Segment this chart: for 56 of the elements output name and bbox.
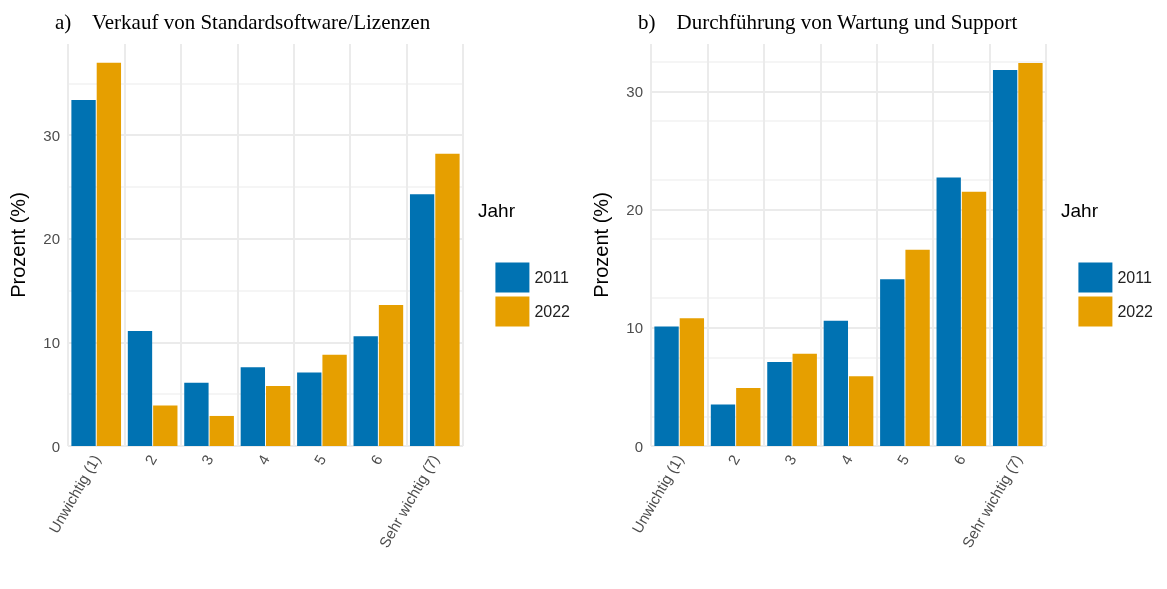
- y-tick-label: 30: [43, 126, 60, 144]
- x-tick-label: 2: [724, 451, 743, 468]
- bar: [936, 177, 961, 446]
- x-tick-label: 3: [197, 451, 217, 468]
- bar: [209, 415, 234, 446]
- x-tick-label: 5: [310, 451, 330, 468]
- y-tick-label: 0: [51, 437, 60, 455]
- y-axis-title: Prozent (%): [7, 192, 29, 298]
- bar: [240, 367, 266, 446]
- bar: [435, 153, 460, 446]
- bar: [353, 336, 378, 446]
- y-tick-label: 0: [634, 437, 643, 455]
- y-tick-label: 30: [626, 82, 643, 100]
- bar: [710, 404, 736, 446]
- bar: [71, 99, 96, 446]
- legend-title: Jahr: [478, 200, 516, 221]
- chart-title: b) Durchführung von Wartung und Support: [638, 9, 1018, 34]
- bar: [322, 354, 347, 446]
- bar: [880, 279, 905, 446]
- x-tick-label: 6: [949, 451, 969, 468]
- x-tick-label: 4: [836, 451, 856, 468]
- legend-label: 2022: [1117, 303, 1154, 320]
- x-tick-label: 2: [141, 451, 160, 468]
- bar: [127, 330, 153, 446]
- bar: [153, 405, 178, 446]
- legend-label: 2011: [1117, 269, 1152, 286]
- y-tick-label: 10: [43, 333, 60, 351]
- bar: [792, 353, 817, 446]
- chart-title: a) Verkauf von Standardsoftware/Lizenzen: [55, 9, 431, 34]
- legend-title: Jahr: [1061, 200, 1099, 221]
- bar: [823, 320, 849, 446]
- legend-label: 2022: [534, 303, 571, 320]
- y-tick-label: 10: [626, 319, 643, 337]
- bar: [297, 372, 322, 446]
- bar: [961, 191, 987, 446]
- bar: [96, 62, 122, 446]
- x-tick-label: 5: [893, 451, 913, 468]
- x-tick-label: 6: [366, 451, 386, 468]
- y-tick-label: 20: [626, 201, 643, 219]
- bar: [265, 385, 291, 446]
- y-tick-label: 20: [43, 230, 60, 248]
- bar: [736, 388, 761, 446]
- bar: [654, 326, 679, 446]
- legend-label: 2011: [534, 269, 569, 286]
- y-axis-title: Prozent (%): [590, 192, 612, 298]
- bar: [409, 194, 435, 446]
- x-tick-label: 4: [253, 451, 273, 468]
- x-tick-label: 3: [780, 451, 800, 468]
- bar: [767, 362, 792, 446]
- bar: [905, 249, 930, 446]
- bar: [848, 376, 874, 446]
- bar: [184, 382, 209, 446]
- bar: [679, 318, 705, 446]
- bar: [1018, 62, 1043, 446]
- bar: [378, 305, 404, 446]
- bar: [992, 70, 1018, 446]
